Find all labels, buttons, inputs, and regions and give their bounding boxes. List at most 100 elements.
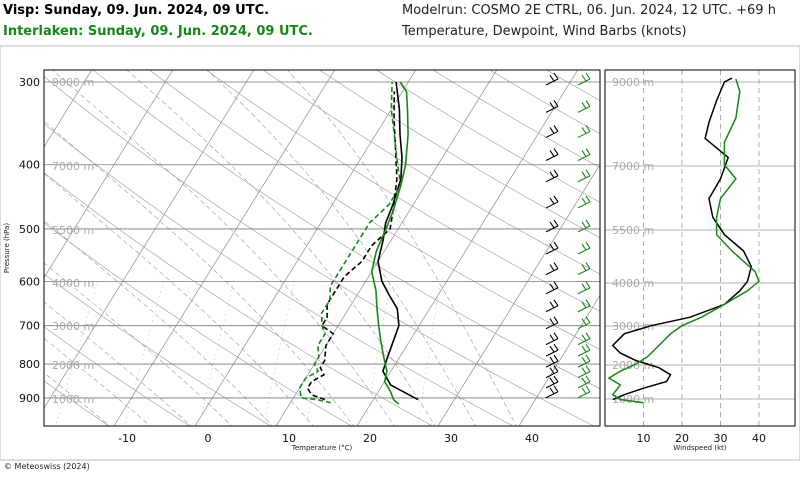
wind-altitude-label: 5500 m [612, 224, 654, 237]
wind-barb-staff [545, 360, 559, 368]
wind-barb-flag [585, 72, 591, 80]
wind-barb-flag [585, 375, 591, 383]
wind-barb-staff [577, 349, 591, 357]
wind-barb-flag [549, 171, 555, 179]
wind-barb-staff [545, 78, 559, 86]
wind-barb-staff [577, 175, 591, 183]
wind-barb-flag [585, 316, 591, 323]
wind-barb-flag [553, 375, 559, 383]
mixing-ratio-line [262, 281, 295, 426]
wind-barb-staff [577, 371, 591, 379]
wind-barb-flag [553, 299, 559, 307]
wind-barb-flag [585, 100, 591, 107]
wind-barb-flag [553, 365, 559, 372]
wind-barb-flag [553, 169, 559, 177]
wind-barb-flag [553, 281, 559, 289]
wind-barb-staff [545, 322, 559, 330]
wind-barb-staff [545, 153, 559, 161]
moist-adiabat-line [44, 262, 233, 426]
moist-adiabat-line [206, 70, 477, 426]
wind-altitude-label: 4000 m [612, 277, 654, 290]
wind-barb-flag [581, 150, 587, 157]
altitude-label: 7000 m [52, 160, 94, 173]
wind-barb [545, 385, 559, 399]
model-run-label: Modelrun: COSMO 2E CTRL, 06. Jun. 2024, … [402, 3, 776, 18]
wind-barb-flag [549, 283, 555, 291]
wind-barb-flag [549, 150, 555, 157]
interlaken-dewpoint-line [298, 81, 402, 404]
altitude-label: 2000 m [52, 359, 94, 372]
wind-barb-staff [545, 225, 559, 233]
windspeed-tick-label: 30 [714, 432, 728, 445]
isotherm-line [518, 294, 600, 426]
temperature-tick-label: 0 [205, 432, 212, 445]
variables-label: Temperature, Dewpoint, Wind Barbs (knots… [402, 24, 687, 39]
wind-barb-flag [549, 318, 555, 325]
wind-barb [577, 148, 591, 161]
pressure-tick-label: 500 [19, 223, 40, 236]
wind-barb [577, 385, 591, 399]
mixing-ratio-line [417, 281, 441, 426]
wind-barb [545, 262, 559, 276]
wind-barb [577, 343, 591, 357]
wind-barb [545, 299, 559, 313]
wind-barb-flag [553, 195, 559, 203]
dry-adiabat-line [44, 222, 353, 426]
dry-adiabat-line [205, 70, 600, 312]
pressure-tick-label: 700 [19, 320, 40, 333]
wind-barb-flag [585, 125, 591, 132]
wind-barb-staff [545, 371, 559, 379]
wind-barb-staff [577, 360, 591, 368]
wind-barb [545, 343, 559, 357]
wind-barb [545, 316, 559, 330]
wind-barb-flag [553, 148, 559, 155]
wind-barb-flag [585, 354, 591, 362]
wind-plot-border [604, 69, 796, 427]
wind-barb-flag [549, 221, 555, 229]
temperature-tick-label: 30 [444, 432, 458, 445]
wind-altitude-label: 3000 m [612, 320, 654, 333]
wind-barb-flag [581, 197, 587, 205]
wind-barb [577, 262, 591, 276]
interlaken-title: Interlaken: Sunday, 09. Jun. 2024, 09 UT… [3, 24, 313, 39]
wind-barb-flag [585, 241, 591, 249]
dry-adiabat-line [376, 70, 600, 203]
visp-temperature-line [377, 81, 419, 401]
wind-barb-flag [553, 72, 559, 80]
dry-adiabat-line [44, 326, 191, 426]
wind-barb-flag [549, 264, 555, 271]
dry-adiabat-line [92, 70, 600, 390]
wind-barb [545, 125, 559, 138]
wind-barb [577, 354, 591, 368]
wind-barb-staff [545, 338, 559, 346]
wind-barb-flag [549, 243, 555, 251]
moist-adiabat-line [44, 338, 151, 426]
wind-barb [577, 332, 591, 346]
wind-altitude-label: 1000 m [612, 393, 654, 406]
wind-barb-flag [585, 281, 591, 289]
temperature-tick-label: -10 [118, 432, 136, 445]
wind-barb [577, 299, 591, 313]
wind-barb-flag [549, 367, 555, 374]
wind-barb-flag [581, 387, 587, 395]
wind-barb-flag [553, 316, 559, 323]
wind-barb-flag [581, 345, 587, 353]
wind-barb-flag [581, 74, 587, 82]
wind-barb [577, 316, 591, 330]
wind-altitude-label: 7000 m [612, 160, 654, 173]
windspeed-tick-label: 20 [675, 432, 689, 445]
skew-t-axes: 300 400 500 600 700 800 900 -10 0 10 20 30 40 [19, 76, 539, 445]
moist-adiabat-line [126, 70, 436, 426]
wind-barb-staff [577, 268, 591, 276]
wind-barb-flag [553, 332, 559, 339]
wind-barb [577, 125, 591, 138]
dry-adiabat-line [432, 70, 600, 168]
wind-barb-staff [545, 201, 559, 209]
temperature-tick-label: 20 [363, 432, 377, 445]
moist-adiabat-line [44, 372, 111, 426]
wind-barb [577, 169, 591, 183]
wind-barb-flag [553, 241, 559, 249]
visp-windspeed-line [611, 77, 753, 401]
wind-barb-flag [585, 262, 591, 269]
